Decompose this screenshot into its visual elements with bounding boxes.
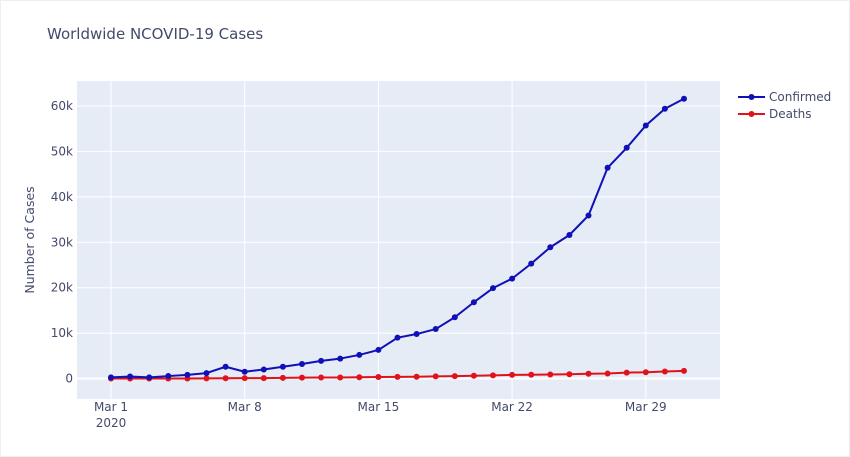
data-point-confirmed[interactable] xyxy=(432,326,439,333)
data-point-deaths[interactable] xyxy=(509,371,516,378)
data-point-deaths[interactable] xyxy=(375,374,382,381)
data-point-confirmed[interactable] xyxy=(375,346,382,353)
data-point-deaths[interactable] xyxy=(451,373,458,380)
data-point-confirmed[interactable] xyxy=(661,105,668,112)
y-tick-label: 40k xyxy=(51,190,73,204)
data-point-deaths[interactable] xyxy=(299,374,305,381)
data-point-confirmed[interactable] xyxy=(299,361,305,368)
x-tick-year-label: 2020 xyxy=(96,416,127,430)
data-point-confirmed[interactable] xyxy=(356,351,363,358)
data-point-confirmed[interactable] xyxy=(337,355,344,362)
legend[interactable]: Confirmed Deaths xyxy=(738,90,831,121)
data-point-deaths[interactable] xyxy=(413,373,420,380)
data-point-deaths[interactable] xyxy=(566,371,573,378)
data-point-confirmed[interactable] xyxy=(184,371,191,378)
data-point-confirmed[interactable] xyxy=(681,95,687,102)
data-point-confirmed[interactable] xyxy=(623,144,630,151)
data-point-deaths[interactable] xyxy=(470,372,477,379)
data-point-confirmed[interactable] xyxy=(451,314,458,321)
x-tick-label: Mar 15 xyxy=(358,400,400,414)
chart-title: Worldwide NCOVID-19 Cases xyxy=(47,25,263,43)
y-tick-label: 30k xyxy=(51,235,73,249)
data-point-confirmed[interactable] xyxy=(146,374,153,381)
data-point-confirmed[interactable] xyxy=(260,366,267,373)
data-point-deaths[interactable] xyxy=(337,374,344,381)
data-point-deaths[interactable] xyxy=(222,375,229,382)
series-layer xyxy=(108,95,687,382)
series-confirmed xyxy=(108,95,687,381)
y-tick-label: 60k xyxy=(51,99,73,113)
data-point-confirmed[interactable] xyxy=(470,299,477,306)
data-point-deaths[interactable] xyxy=(681,367,687,374)
data-point-deaths[interactable] xyxy=(585,370,592,377)
data-point-confirmed[interactable] xyxy=(642,122,649,129)
data-point-confirmed[interactable] xyxy=(108,374,114,381)
y-tick-label: 10k xyxy=(51,326,73,340)
legend-label: Confirmed xyxy=(769,90,831,104)
x-tick-label: Mar 22 xyxy=(491,400,533,414)
x-tick-label: Mar 1 xyxy=(94,400,128,414)
data-point-deaths[interactable] xyxy=(432,373,439,380)
x-tick-label: Mar 29 xyxy=(625,400,667,414)
data-point-confirmed[interactable] xyxy=(241,368,248,375)
plot-area xyxy=(77,81,720,399)
legend-label: Deaths xyxy=(769,107,812,121)
data-point-deaths[interactable] xyxy=(623,369,630,376)
axis-labels: 0 10k 20k 30k 40k 50k 60k Mar 1 Mar 8 Mar 15 Mar 2… xyxy=(51,99,667,430)
data-point-deaths[interactable] xyxy=(318,374,325,381)
data-point-confirmed[interactable] xyxy=(566,232,573,239)
data-point-deaths[interactable] xyxy=(356,374,363,381)
data-point-deaths[interactable] xyxy=(203,375,210,382)
data-point-deaths[interactable] xyxy=(604,370,611,377)
legend-item-confirmed[interactable]: Confirmed xyxy=(738,90,831,104)
y-tick-label: 50k xyxy=(51,144,73,158)
data-point-confirmed[interactable] xyxy=(394,334,401,341)
data-point-deaths[interactable] xyxy=(279,374,286,381)
grid-lines xyxy=(77,81,720,399)
y-tick-label: 20k xyxy=(51,281,73,295)
data-point-confirmed[interactable] xyxy=(413,331,420,338)
x-tick-label: Mar 8 xyxy=(228,400,262,414)
data-point-deaths[interactable] xyxy=(490,372,496,379)
data-point-deaths[interactable] xyxy=(547,371,554,378)
legend-swatch-marker xyxy=(748,94,755,100)
data-point-confirmed[interactable] xyxy=(203,370,210,377)
data-point-deaths[interactable] xyxy=(528,371,535,378)
data-point-confirmed[interactable] xyxy=(127,373,134,380)
y-axis-title: Number of Cases xyxy=(22,186,37,293)
legend-item-deaths[interactable]: Deaths xyxy=(738,107,812,121)
data-point-confirmed[interactable] xyxy=(279,363,286,370)
data-point-confirmed[interactable] xyxy=(222,363,229,370)
data-point-deaths[interactable] xyxy=(661,368,668,375)
data-point-deaths[interactable] xyxy=(260,375,267,382)
data-point-confirmed[interactable] xyxy=(547,244,554,251)
data-point-confirmed[interactable] xyxy=(604,164,611,171)
data-point-confirmed[interactable] xyxy=(318,357,325,364)
data-point-deaths[interactable] xyxy=(642,369,649,376)
data-point-deaths[interactable] xyxy=(394,373,401,380)
y-tick-label: 0 xyxy=(65,372,73,386)
data-point-confirmed[interactable] xyxy=(165,373,172,380)
data-point-deaths[interactable] xyxy=(241,375,248,382)
data-point-confirmed[interactable] xyxy=(585,212,592,219)
data-point-confirmed[interactable] xyxy=(490,285,496,292)
legend-swatch-marker xyxy=(748,111,755,117)
data-point-confirmed[interactable] xyxy=(509,275,516,282)
data-point-confirmed[interactable] xyxy=(528,260,535,267)
